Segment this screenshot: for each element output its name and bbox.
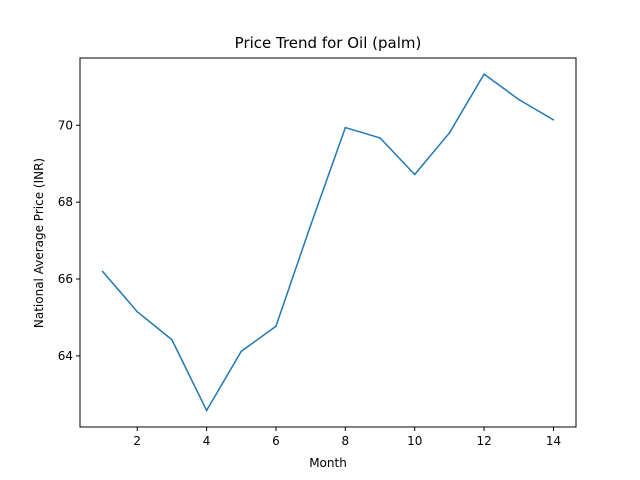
x-tick-label: 10 (407, 434, 422, 448)
x-axis-label: Month (309, 456, 347, 470)
x-tick-label: 14 (546, 434, 561, 448)
data-point (136, 310, 138, 313)
data-point (205, 409, 208, 412)
data-point (413, 173, 416, 176)
data-point (101, 270, 104, 273)
data-point (552, 119, 555, 121)
x-tick-label: 6 (272, 434, 280, 448)
x-tick-label: 4 (203, 434, 211, 448)
y-tick-label: 68 (58, 195, 73, 209)
axes-frame (79, 57, 577, 428)
data-point (275, 325, 277, 328)
y-tick-label: 64 (58, 349, 73, 363)
chart-title: Price Trend for Oil (palm) (235, 34, 422, 52)
data-point (483, 73, 485, 75)
data-point (518, 98, 520, 101)
data-point (309, 224, 312, 226)
data-point (171, 338, 173, 341)
data-point (240, 350, 243, 353)
y-axis-ticks: 64 66 68 70 (58, 118, 80, 363)
series-layer (101, 73, 555, 412)
data-point (448, 132, 451, 134)
y-tick-label: 70 (58, 118, 73, 132)
data-point (344, 126, 347, 129)
y-axis-label: National Average Price (INR) (32, 158, 46, 328)
data-point (379, 137, 381, 139)
series-line (101, 73, 554, 412)
x-tick-label: 8 (342, 434, 350, 448)
x-tick-label: 2 (133, 434, 141, 448)
x-axis-ticks: 2 4 6 8 10 12 14 (133, 427, 561, 448)
y-tick-label: 66 (58, 272, 73, 286)
x-tick-label: 12 (476, 434, 491, 448)
plot-area (79, 57, 577, 428)
